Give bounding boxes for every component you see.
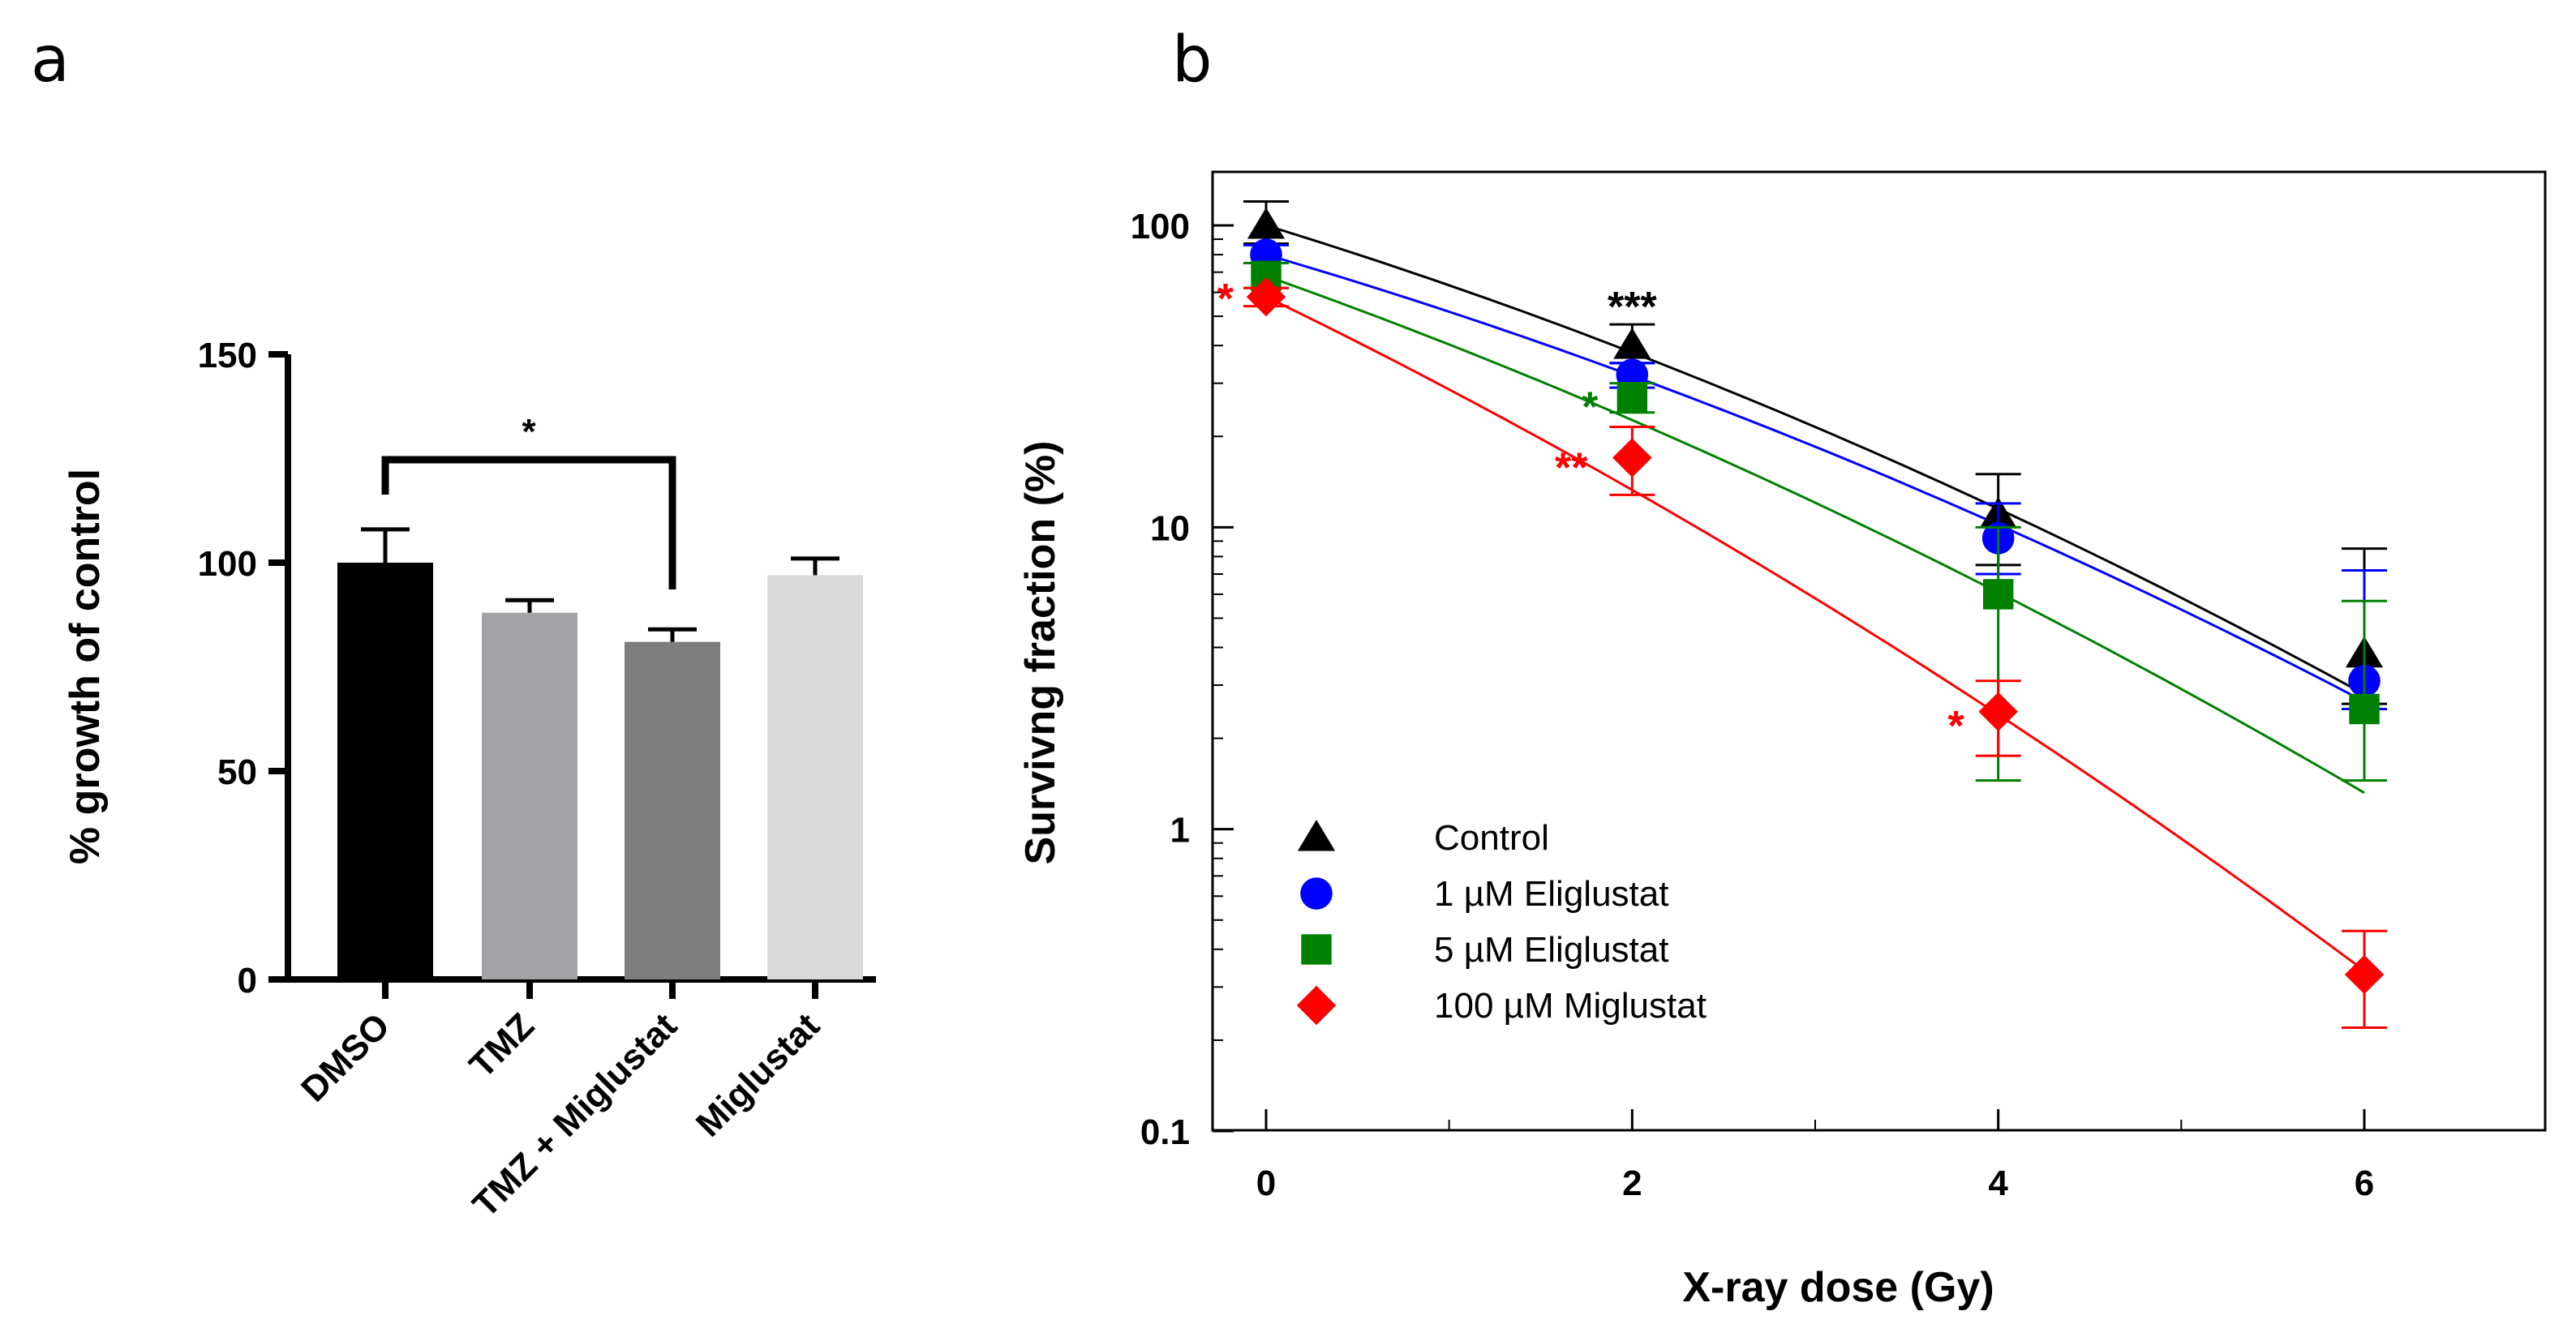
fit-curve-0: [1265, 224, 2365, 696]
y-tick-label: 0.1: [1140, 1112, 1190, 1152]
significance-annotation: **: [1555, 445, 1588, 492]
legend-label: 5 µM Eliglustat: [1434, 930, 1668, 970]
x-tick-label: 6: [2355, 1163, 2374, 1203]
panel-label-a: a: [31, 24, 70, 96]
x-tick-label: 2: [1622, 1163, 1642, 1203]
y-tick-label: 100: [1131, 207, 1190, 246]
y-axis-title: Survivng fraction (%): [1017, 441, 1064, 865]
data-point-0-1: [1613, 328, 1651, 359]
significance-annotation: *: [1947, 703, 1964, 750]
data-point-0-0: [1247, 208, 1286, 239]
significance-annotation: *: [1217, 276, 1234, 323]
significance-annotation: *: [1582, 384, 1599, 431]
legend-marker-0: [1297, 820, 1336, 851]
y-tick-label: 150: [198, 336, 257, 375]
data-point-3-2: [1978, 692, 2018, 731]
data-point-3-1: [1612, 438, 1652, 478]
legend-label: 100 µM Miglustat: [1434, 986, 1707, 1026]
legend-label: 1 µM Eliglustat: [1434, 874, 1668, 914]
fit-curve-3: [1265, 295, 2365, 972]
x-tick-label: 4: [1988, 1163, 2008, 1203]
legend-marker-3: [1296, 985, 1337, 1026]
data-point-3-0: [1246, 276, 1286, 317]
category-label: Miglustat: [689, 1005, 827, 1144]
panel-label-b: b: [1172, 24, 1213, 96]
data-point-3-3: [2344, 954, 2385, 995]
significance-annotation: ***: [1608, 284, 1657, 331]
legend-marker-1: [1300, 877, 1333, 910]
legend-label: Control: [1434, 818, 1549, 858]
data-point-2-2: [1982, 579, 2014, 610]
bar-3: [767, 575, 863, 979]
significance-star: *: [522, 412, 536, 452]
bar-1: [482, 612, 577, 979]
bar-2: [625, 641, 720, 979]
category-label: DMSO: [294, 1005, 397, 1109]
y-tick-label: 50: [217, 752, 257, 792]
x-axis-title: X-ray dose (Gy): [1682, 1264, 1994, 1311]
y-axis-title: % growth of control: [62, 469, 109, 864]
y-tick-label: 1: [1170, 811, 1190, 851]
legend-marker-2: [1301, 934, 1332, 965]
survival-curve-chart: 0.1 1 10 100 0 2 4 6 X-ray dose (Gy) Survivng fra…: [1017, 170, 2547, 1311]
significance-bracket: [381, 456, 676, 589]
category-label: TMZ: [462, 1005, 542, 1086]
bar-0: [337, 563, 433, 979]
fit-curve-2: [1265, 274, 2365, 795]
y-tick-label: 100: [198, 544, 257, 584]
x-tick-label: 0: [1256, 1163, 1276, 1203]
y-tick-label: 10: [1150, 508, 1190, 548]
fit-curve-1: [1265, 253, 2365, 703]
data-point-2-3: [2349, 693, 2380, 725]
y-tick-label: 0: [238, 961, 257, 1001]
plot-frame: [1211, 170, 2547, 1132]
data-point-2-1: [1616, 382, 1648, 413]
